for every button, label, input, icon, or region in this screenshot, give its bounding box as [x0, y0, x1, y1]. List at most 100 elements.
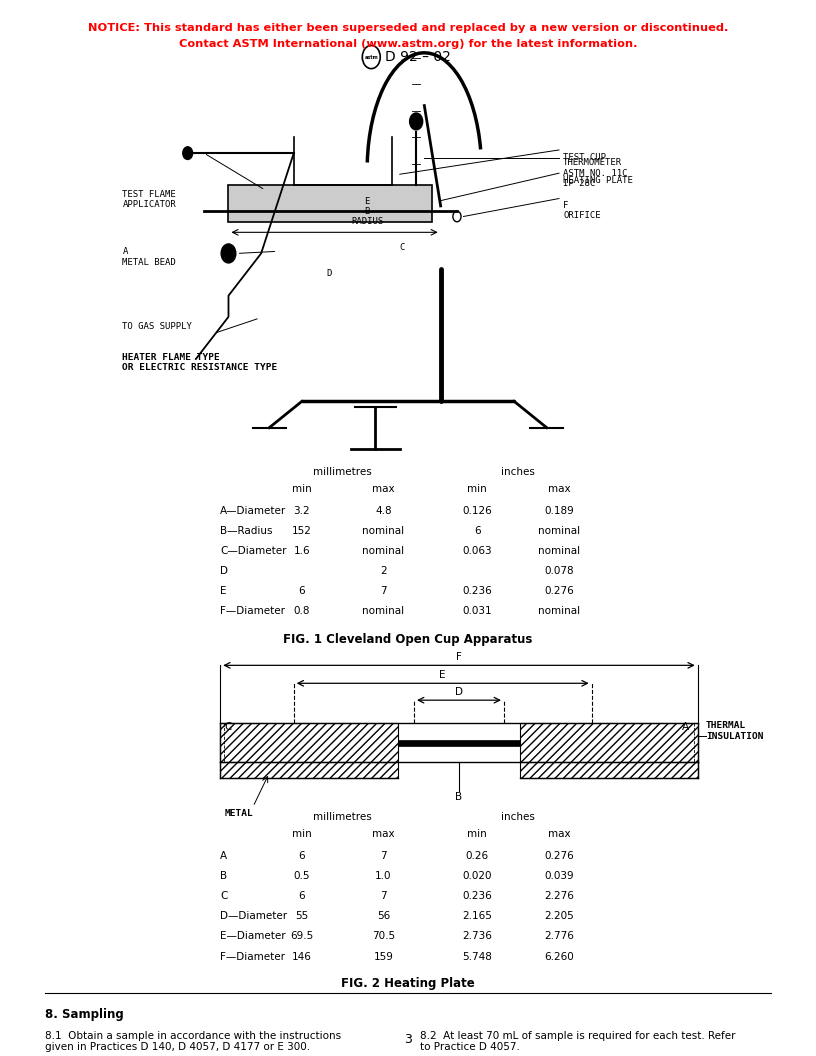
Text: min: min [468, 829, 487, 840]
Text: min: min [468, 484, 487, 494]
Text: 4.8: 4.8 [375, 506, 392, 516]
Text: METAL: METAL [224, 809, 253, 818]
Text: max: max [372, 484, 395, 494]
Text: FIG. 1 Cleveland Open Cup Apparatus: FIG. 1 Cleveland Open Cup Apparatus [283, 633, 533, 645]
Text: F—Diameter: F—Diameter [220, 951, 286, 962]
Circle shape [410, 113, 423, 130]
Bar [521, 762, 698, 778]
Text: THERMOMETER
ASTM NO. 11C
IP 28C: THERMOMETER ASTM NO. 11C IP 28C [563, 158, 628, 188]
Text: A
METAL BEAD: A METAL BEAD [122, 247, 176, 266]
Text: 7: 7 [380, 851, 387, 862]
Text: C: C [224, 722, 232, 732]
Text: 1.6: 1.6 [294, 546, 310, 557]
Text: C: C [400, 243, 406, 252]
Text: inches: inches [501, 467, 535, 476]
Text: millimetres: millimetres [313, 812, 372, 823]
Text: 0.078: 0.078 [544, 566, 574, 577]
Text: 2: 2 [380, 566, 387, 577]
Text: 0.236: 0.236 [463, 891, 492, 902]
Text: 3: 3 [404, 1033, 412, 1045]
Text: THERMAL
INSULATION: THERMAL INSULATION [706, 721, 763, 740]
Bar [220, 723, 398, 762]
Text: B—Radius: B—Radius [220, 526, 273, 536]
Text: F: F [456, 653, 462, 662]
Text: 2.736: 2.736 [463, 931, 492, 942]
Text: 0.276: 0.276 [544, 851, 574, 862]
Text: F
ORIFICE: F ORIFICE [563, 201, 601, 220]
Text: B
RADIUS: B RADIUS [351, 207, 384, 226]
Text: 152: 152 [292, 526, 312, 536]
Text: D: D [455, 687, 463, 697]
Text: HEATING PLATE: HEATING PLATE [563, 176, 633, 186]
Text: A—Diameter: A—Diameter [220, 506, 286, 516]
Text: D: D [326, 269, 332, 279]
Text: D—Diameter: D—Diameter [220, 911, 287, 922]
Text: A: A [220, 851, 228, 862]
Text: E: E [440, 671, 446, 680]
Text: E: E [365, 196, 370, 206]
Text: 0.039: 0.039 [544, 871, 574, 882]
Text: 6: 6 [299, 851, 305, 862]
Text: 2.205: 2.205 [544, 911, 574, 922]
Text: 0.5: 0.5 [294, 871, 310, 882]
Text: B: B [455, 792, 463, 803]
Text: 56: 56 [377, 911, 390, 922]
Text: astm: astm [365, 55, 378, 59]
Text: F—Diameter: F—Diameter [220, 606, 286, 617]
Text: 8. Sampling: 8. Sampling [45, 1007, 124, 1020]
Text: 0.189: 0.189 [544, 506, 574, 516]
Bar [220, 762, 398, 778]
Text: E: E [220, 586, 227, 597]
Text: max: max [548, 484, 570, 494]
Text: C: C [220, 891, 228, 902]
Text: 7: 7 [380, 891, 387, 902]
Text: 6: 6 [474, 526, 481, 536]
Text: inches: inches [501, 812, 535, 823]
Text: max: max [548, 829, 570, 840]
Text: 0.276: 0.276 [544, 586, 574, 597]
Text: C—Diameter: C—Diameter [220, 546, 286, 557]
Text: TO GAS SUPPLY: TO GAS SUPPLY [122, 322, 193, 332]
Text: 8.1  Obtain a sample in accordance with the instructions
given in Practices D 14: 8.1 Obtain a sample in accordance with t… [45, 1031, 341, 1053]
Text: min: min [292, 484, 312, 494]
Text: 3.2: 3.2 [294, 506, 310, 516]
Text: nominal: nominal [362, 546, 405, 557]
Bar [228, 185, 432, 222]
Text: nominal: nominal [538, 526, 580, 536]
Text: 6: 6 [299, 586, 305, 597]
Text: nominal: nominal [538, 606, 580, 617]
Text: A: A [682, 722, 690, 732]
Text: B: B [220, 871, 228, 882]
Circle shape [221, 244, 236, 263]
Bar [521, 723, 698, 762]
Text: 69.5: 69.5 [290, 931, 313, 942]
Text: 0.126: 0.126 [463, 506, 492, 516]
Circle shape [183, 147, 193, 159]
Text: E—Diameter: E—Diameter [220, 931, 286, 942]
Text: 0.020: 0.020 [463, 871, 492, 882]
Text: 6: 6 [299, 891, 305, 902]
Text: TEST CUP: TEST CUP [563, 153, 606, 163]
Text: nominal: nominal [362, 526, 405, 536]
Text: 1.0: 1.0 [375, 871, 392, 882]
Text: TEST FLAME
APPLICATOR: TEST FLAME APPLICATOR [122, 190, 176, 209]
Text: 6.260: 6.260 [544, 951, 574, 962]
Text: 70.5: 70.5 [372, 931, 395, 942]
Bar [398, 740, 521, 746]
Text: D: D [220, 566, 228, 577]
Text: nominal: nominal [362, 606, 405, 617]
Text: 8.2  At least 70 mL of sample is required for each test. Refer
to Practice D 405: 8.2 At least 70 mL of sample is required… [420, 1031, 736, 1053]
Text: 2.165: 2.165 [463, 911, 492, 922]
Text: 0.063: 0.063 [463, 546, 492, 557]
Text: NOTICE: This standard has either been superseded and replaced by a new version o: NOTICE: This standard has either been su… [88, 23, 728, 33]
Text: 146: 146 [292, 951, 312, 962]
Text: millimetres: millimetres [313, 467, 372, 476]
Text: 55: 55 [295, 911, 308, 922]
Text: 0.031: 0.031 [463, 606, 492, 617]
Text: min: min [292, 829, 312, 840]
Text: 0.26: 0.26 [466, 851, 489, 862]
Text: 159: 159 [374, 951, 393, 962]
Text: 2.276: 2.276 [544, 891, 574, 902]
Text: 7: 7 [380, 586, 387, 597]
Text: Contact ASTM International (www.astm.org) for the latest information.: Contact ASTM International (www.astm.org… [179, 39, 637, 49]
